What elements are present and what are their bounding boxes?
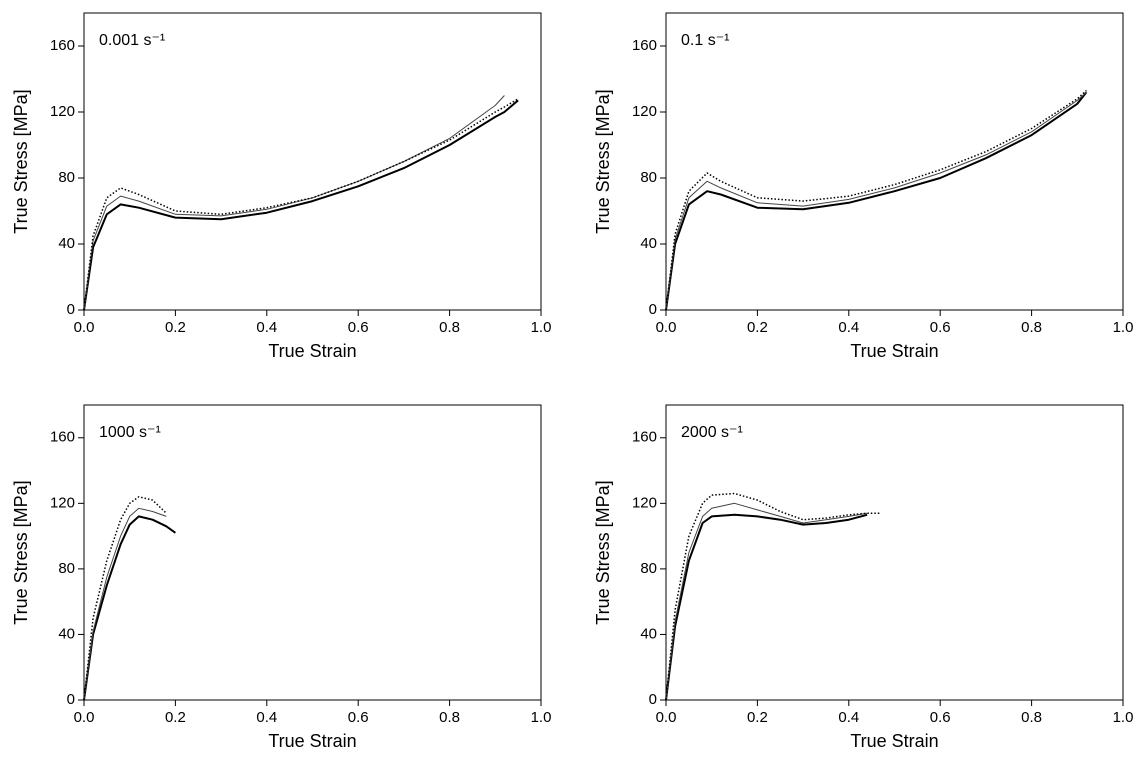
- stress-strain-line: [665, 89, 1087, 311]
- y-tick-label: 40: [58, 235, 75, 252]
- annotation: 1000 s⁻¹: [99, 424, 161, 441]
- stress-strain-line: [665, 91, 1087, 311]
- annotation: 0.1 s⁻¹: [681, 32, 729, 49]
- x-tick-label: 0.6: [348, 319, 369, 336]
- annotation: 0.001 s⁻¹: [99, 32, 165, 49]
- x-tick-label: 0.6: [930, 709, 951, 726]
- plot-frame: [665, 12, 1124, 311]
- stress-strain-line: [83, 98, 519, 311]
- x-tick-label: 0.2: [747, 709, 768, 726]
- y-tick-label: 0: [67, 301, 75, 318]
- stress-strain-line: [83, 507, 167, 701]
- x-tick-label: 0.0: [74, 709, 95, 726]
- y-tick-label: 160: [50, 429, 75, 446]
- x-tick-label: 1.0: [1113, 709, 1134, 726]
- x-tick-label: 0.6: [348, 709, 369, 726]
- y-tick-label: 120: [50, 494, 75, 511]
- y-tick-label: 40: [58, 625, 75, 642]
- x-tick-label: 0.4: [256, 709, 277, 726]
- x-tick-label: 0.0: [656, 709, 677, 726]
- x-tick-label: 0.8: [1021, 319, 1042, 336]
- x-tick-label: 1.0: [531, 709, 552, 726]
- x-axis-title: True Strain: [268, 731, 356, 751]
- y-tick-label: 0: [649, 301, 657, 318]
- x-tick-label: 0.8: [439, 709, 460, 726]
- plot-frame: [83, 12, 542, 311]
- stress-strain-line: [83, 496, 167, 701]
- y-tick-label: 80: [58, 169, 75, 186]
- y-tick-label: 80: [58, 560, 75, 577]
- x-tick-label: 0.4: [838, 709, 859, 726]
- x-tick-label: 0.0: [656, 319, 677, 336]
- x-tick-label: 0.6: [930, 319, 951, 336]
- stress-strain-line: [665, 513, 868, 701]
- annotation: 2000 s⁻¹: [681, 424, 743, 441]
- y-tick-label: 160: [632, 429, 657, 446]
- y-tick-label: 160: [50, 37, 75, 54]
- stress-strain-line: [83, 95, 505, 311]
- x-tick-label: 0.8: [1021, 709, 1042, 726]
- x-tick-label: 0.2: [747, 319, 768, 336]
- stress-strain-line: [83, 515, 176, 701]
- y-tick-label: 40: [640, 625, 657, 642]
- x-tick-label: 0.8: [439, 319, 460, 336]
- y-tick-label: 120: [632, 103, 657, 120]
- x-tick-label: 0.0: [74, 319, 95, 336]
- y-tick-label: 80: [640, 169, 657, 186]
- x-tick-label: 0.4: [256, 319, 277, 336]
- x-tick-label: 1.0: [531, 319, 552, 336]
- y-tick-label: 120: [50, 103, 75, 120]
- x-tick-label: 0.2: [165, 319, 186, 336]
- x-axis-title: True Strain: [268, 341, 356, 361]
- y-tick-label: 80: [640, 560, 657, 577]
- x-tick-label: 0.4: [838, 319, 859, 336]
- x-tick-label: 0.2: [165, 709, 186, 726]
- y-axis-title: True Stress [MPa]: [11, 480, 31, 624]
- y-tick-label: 0: [649, 691, 657, 708]
- y-axis-title: True Stress [MPa]: [593, 89, 613, 233]
- y-axis-title: True Stress [MPa]: [593, 480, 613, 624]
- y-tick-label: 0: [67, 691, 75, 708]
- x-tick-label: 1.0: [1113, 319, 1134, 336]
- plot-frame: [665, 404, 1124, 701]
- y-tick-label: 40: [640, 235, 657, 252]
- plot-frame: [83, 404, 542, 701]
- x-axis-title: True Strain: [850, 731, 938, 751]
- y-tick-label: 160: [632, 37, 657, 54]
- y-axis-title: True Stress [MPa]: [11, 89, 31, 233]
- stress-strain-line: [665, 502, 868, 701]
- x-axis-title: True Strain: [850, 341, 938, 361]
- stress-strain-line: [665, 91, 1088, 311]
- stress-strain-line: [665, 492, 881, 701]
- stress-strain-line: [83, 99, 519, 311]
- y-tick-label: 120: [632, 494, 657, 511]
